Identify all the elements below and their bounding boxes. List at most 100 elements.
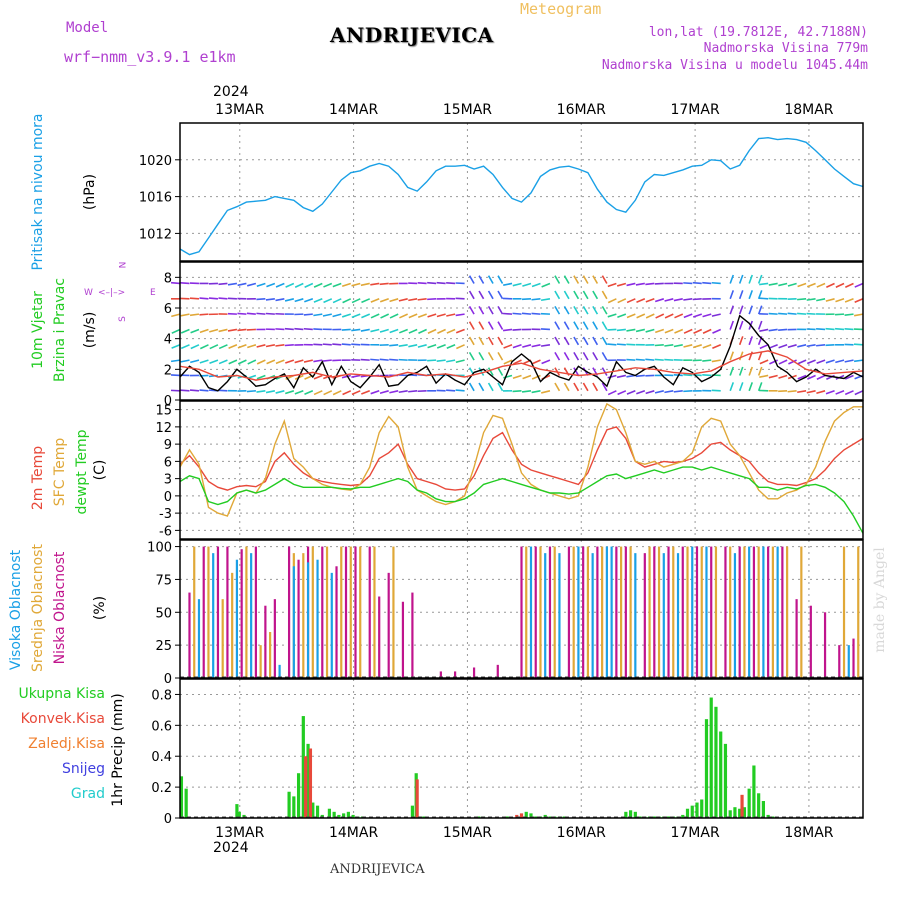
bar-cloud <box>287 546 291 678</box>
bar-cloud <box>373 546 376 678</box>
bar-cloud <box>582 546 585 678</box>
wind-arrow <box>826 282 835 288</box>
wind-arrow <box>190 328 200 334</box>
wind-arrow <box>427 344 437 349</box>
wind-arrow <box>513 359 522 365</box>
bar-precip <box>638 816 642 818</box>
wind-arrow <box>816 359 826 364</box>
wind-arrow <box>683 373 693 377</box>
bar-cloud <box>368 546 371 678</box>
wind-arrow <box>626 390 636 395</box>
bar-cloud <box>411 592 414 678</box>
bar-cloud <box>733 553 737 678</box>
wind-arrow <box>380 313 390 319</box>
bar-cloud <box>202 546 205 678</box>
bar-cloud <box>254 546 257 678</box>
panel-temperature: -6 -3 0 3 6 9 12 15 <box>155 400 864 540</box>
wind-arrow <box>563 305 570 315</box>
bar-precip <box>681 814 685 818</box>
bar-cloud <box>354 546 357 678</box>
wind-arrow <box>303 359 313 363</box>
ytick-label: 15 <box>155 404 172 419</box>
wind-arrow <box>228 359 238 365</box>
wind-arrow <box>446 313 456 317</box>
wind-arrow <box>673 298 683 302</box>
bar-precip <box>695 802 699 818</box>
wind-arrow <box>218 297 228 300</box>
wind-arrow <box>304 298 314 303</box>
wind-arrow <box>351 343 361 346</box>
wind-arrow <box>617 298 627 304</box>
bar-precip <box>296 773 301 818</box>
bar-precip <box>633 811 637 818</box>
wind-arrow <box>294 298 304 303</box>
bar-precip <box>548 816 552 818</box>
panel-bg <box>180 401 863 539</box>
bar-precip <box>308 748 313 818</box>
ytick-label: -3 <box>159 507 172 522</box>
bar-cloud <box>269 632 272 678</box>
wind-arrow <box>398 298 408 302</box>
wind-arrow <box>592 351 599 361</box>
wind-arrow <box>693 328 703 334</box>
bar-precip <box>327 808 332 818</box>
wind-arrow <box>626 313 636 319</box>
wind-arrow <box>294 327 304 331</box>
wind-arrow <box>607 298 617 304</box>
panel-bg <box>180 123 863 261</box>
bar-precip <box>342 813 346 818</box>
wind-arrow <box>266 359 276 365</box>
wind-arrow <box>787 390 797 393</box>
bar-cloud <box>197 599 201 678</box>
wind-arrow <box>601 367 608 376</box>
wind-arrow <box>768 312 778 315</box>
wind-arrow <box>531 282 541 288</box>
wind-arrow <box>170 281 181 285</box>
wind-arrow <box>601 275 608 284</box>
wind-arrow <box>323 282 333 288</box>
wind-arrow <box>218 328 228 333</box>
bar-precip <box>179 776 184 818</box>
wind-arrow <box>582 321 589 330</box>
wind-arrow <box>294 282 304 288</box>
compass-arrows: <–|–> <box>98 288 126 298</box>
bar-cloud <box>776 546 779 678</box>
bar-precip <box>704 719 709 818</box>
wind-arrow <box>313 282 323 288</box>
wind-arrow <box>512 390 522 393</box>
ytick-label: 2 <box>164 363 172 378</box>
bar-precip <box>332 811 336 818</box>
wind-arrow <box>854 282 864 288</box>
wind-arrow <box>806 359 816 365</box>
bar-cloud <box>311 546 314 678</box>
bar-precip <box>728 810 732 818</box>
wind-arrow <box>468 351 475 361</box>
model-label: Model <box>66 20 109 36</box>
wind-arrow <box>389 313 399 319</box>
bar-cloud <box>221 599 224 678</box>
top-day-label: 14MAR <box>329 102 378 118</box>
wind-arrow <box>616 282 627 287</box>
bar-cloud <box>743 546 746 678</box>
wind-arrow <box>768 344 778 349</box>
wind-arrow <box>788 359 797 365</box>
ytick-label: 3 <box>164 473 172 488</box>
wind-arrow <box>209 359 219 364</box>
station-title: ANDRIJEVICA <box>330 23 494 47</box>
wind-arrow <box>844 313 854 316</box>
wind-arrow <box>664 298 674 302</box>
compass-w: W <box>84 288 93 298</box>
wind-arrow <box>379 328 389 333</box>
wind-arrow <box>729 305 735 315</box>
wind-arrow <box>806 312 816 315</box>
wind-arrow <box>360 282 370 287</box>
wind-arrow <box>654 390 664 394</box>
wind-arrow <box>757 274 763 284</box>
wind-arrow <box>522 374 532 380</box>
bar-cloud <box>245 546 248 678</box>
wind-arrow <box>370 328 380 333</box>
ytick-label: 8 <box>164 271 172 286</box>
wind-arrow <box>540 344 551 347</box>
bar-cloud <box>705 546 708 678</box>
wind-arrow <box>582 275 589 284</box>
